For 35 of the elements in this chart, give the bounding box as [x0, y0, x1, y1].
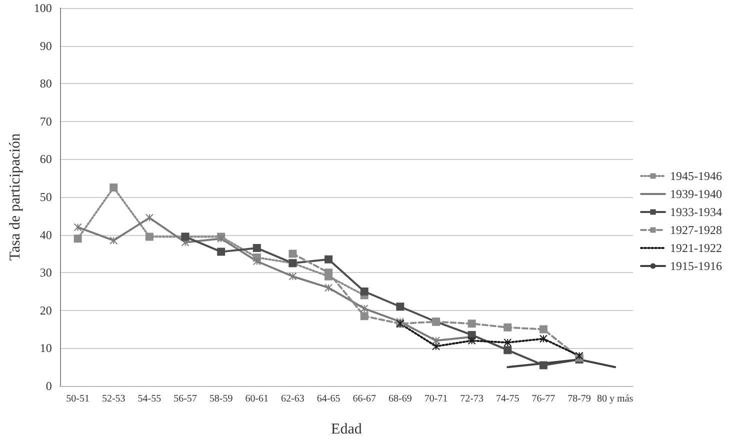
y-tick-label: 60 [40, 152, 52, 166]
x-tick-label: 60-61 [245, 394, 269, 404]
legend-label: 1933-1934 [670, 205, 722, 219]
y-tick-label: 30 [40, 266, 52, 280]
x-tick-label: 74-75 [496, 394, 520, 404]
x-tick-label: 62-63 [281, 394, 304, 404]
x-tick-label: 80 y más [597, 394, 634, 404]
x-tick-label: 64-65 [316, 394, 340, 404]
x-tick-label: 52-53 [102, 394, 126, 404]
x-axis-title: Edad [331, 422, 362, 438]
x-tick-label: 58-59 [209, 394, 233, 404]
y-tick-label: 10 [40, 341, 52, 356]
x-tick-label: 66-67 [352, 394, 376, 404]
legend-label: 1921-1922 [670, 241, 722, 255]
x-tick-label: 54-55 [138, 394, 162, 404]
legend-label: 1945-1946 [670, 169, 722, 183]
x-tick-label: 68-69 [388, 394, 412, 404]
y-tick-label: 100 [34, 1, 52, 15]
legend-label: 1915-1916 [670, 259, 722, 273]
legend-label: 1927-1928 [670, 223, 722, 237]
x-tick-label: 76-77 [532, 394, 556, 404]
y-tick-label: 50 [40, 190, 52, 204]
x-tick-label: 72-73 [460, 394, 484, 404]
y-tick-label: 0 [46, 379, 52, 393]
y-axis-title: Tasa de participación [8, 132, 24, 261]
y-tick-label: 80 [40, 76, 52, 91]
legend-label: 1939-1940 [670, 187, 722, 201]
x-tick-label: 70-71 [424, 394, 448, 404]
y-tick-label: 70 [40, 114, 52, 128]
x-tick-label: 78-79 [568, 394, 591, 404]
x-tick-label: 56-57 [174, 394, 197, 404]
y-tick-label: 20 [40, 303, 52, 318]
y-tick-label: 90 [40, 38, 52, 53]
y-tick-label: 40 [40, 228, 52, 242]
x-tick-label: 50-51 [66, 394, 90, 404]
